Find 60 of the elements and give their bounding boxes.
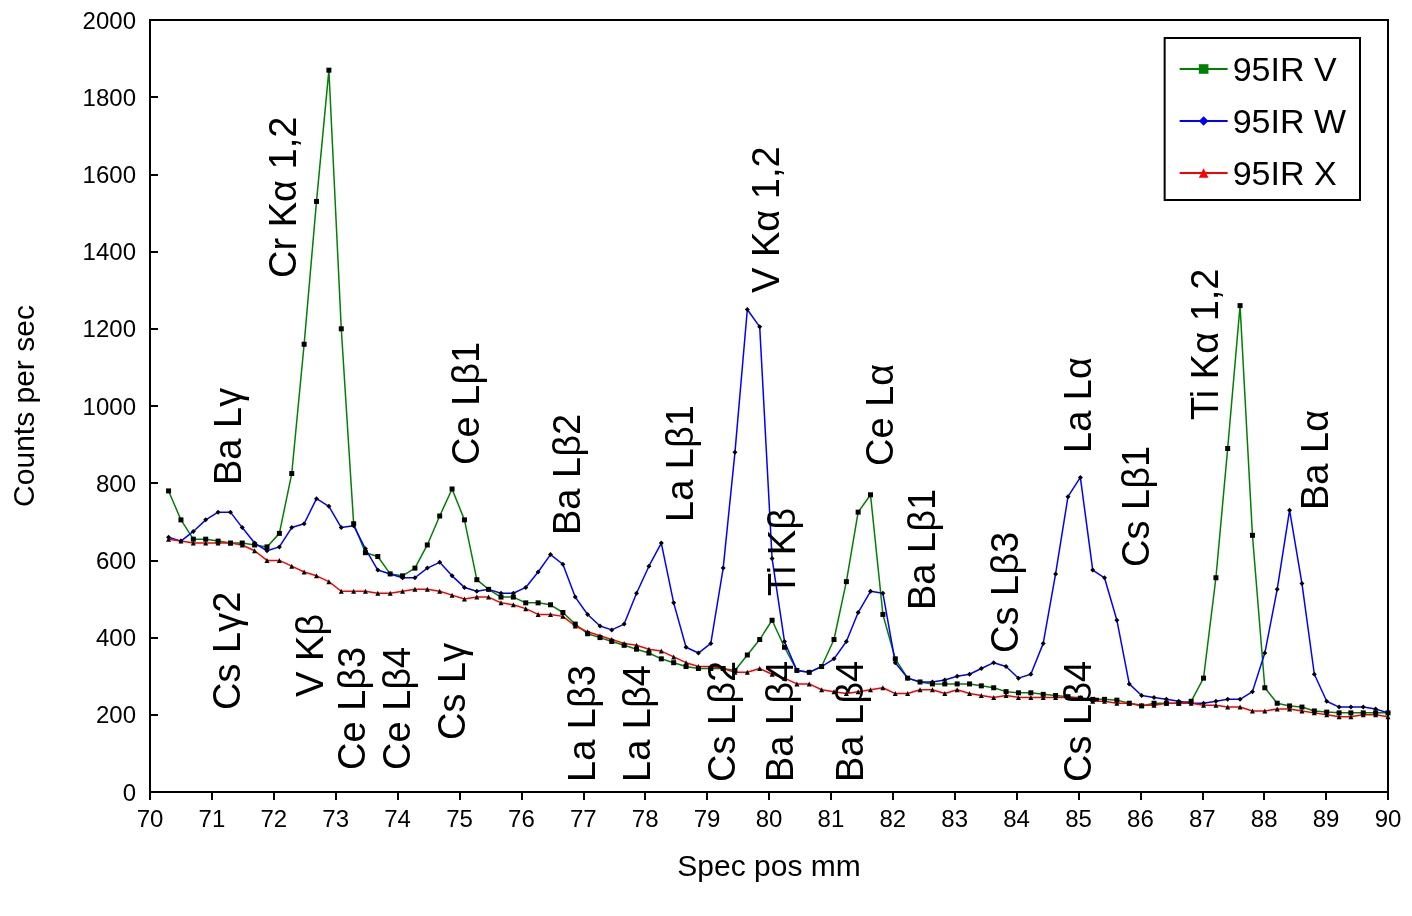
x-tick-label: 86 (1127, 804, 1154, 832)
x-tick-label: 87 (1188, 804, 1216, 832)
annotation: Ba Lβ4 (829, 660, 871, 782)
x-tick-label: 85 (1065, 804, 1092, 832)
annotation: Ce Lα (859, 363, 901, 466)
annotation: V Kα 1,2 (745, 146, 787, 293)
x-tick-label: 90 (1374, 804, 1402, 832)
legend-label: 95IR W (1232, 102, 1346, 140)
annotation: Ce Lβ3 (331, 646, 373, 770)
y-tick-label: 400 (95, 624, 136, 652)
annotation: Ba Lγ (207, 387, 249, 485)
x-tick-label: 81 (817, 804, 845, 832)
annotation: Ba Lα (1294, 409, 1336, 510)
annotation: La Lβ4 (616, 665, 658, 782)
annotation: Cs Lβ3 (984, 531, 1026, 653)
annotation: Ba Lβ4 (759, 660, 801, 782)
y-tick-label: 2000 (82, 6, 136, 34)
x-tick-label: 82 (879, 804, 907, 832)
x-tick-label: 72 (260, 804, 288, 832)
x-tick-label: 76 (508, 804, 535, 832)
y-tick-label: 1400 (82, 238, 136, 266)
y-tick-label: 1000 (82, 392, 136, 420)
x-tick-label: 80 (755, 804, 783, 832)
annotation: Ba Lβ1 (901, 488, 943, 610)
annotation: Ti Kα 1,2 (1184, 268, 1226, 420)
x-tick-label: 83 (941, 804, 969, 832)
legend-label: 95IR V (1232, 50, 1337, 88)
annotation: Cs Lβ1 (1115, 445, 1157, 567)
x-axis-title: Spec pos mm (677, 848, 861, 882)
y-tick-label: 200 (95, 701, 136, 729)
x-tick-label: 88 (1250, 804, 1278, 832)
x-tick-label: 70 (136, 804, 164, 832)
x-tick-label: 78 (631, 804, 659, 832)
x-tick-label: 77 (569, 804, 597, 832)
x-tick-label: 73 (322, 804, 350, 832)
x-tick-label: 71 (198, 804, 226, 832)
annotation: V Kβ (289, 613, 331, 697)
x-tick-label: 79 (693, 804, 721, 832)
y-tick-label: 800 (95, 469, 136, 497)
x-tick-label: 74 (384, 804, 411, 832)
x-tick-label: 89 (1312, 804, 1340, 832)
annotation: Ce Lβ4 (376, 646, 418, 770)
y-axis-title: Counts per sec (6, 305, 40, 507)
y-tick-label: 600 (95, 546, 136, 574)
y-tick-label: 0 (122, 778, 136, 806)
annotation: Ti Kβ (761, 507, 803, 596)
legend-label: 95IR X (1232, 154, 1337, 192)
annotation: Cr Kα 1,2 (262, 116, 304, 278)
y-tick-label: 1800 (82, 83, 136, 111)
annotation: Ba Lβ2 (546, 413, 588, 535)
x-tick-label: 84 (1003, 804, 1030, 832)
x-tick-label: 75 (446, 804, 473, 832)
y-tick-label: 1200 (82, 315, 136, 343)
y-tick-label: 1600 (82, 160, 136, 188)
annotation: La Lα (1057, 357, 1099, 453)
annotation: La Lβ3 (561, 665, 603, 782)
annotation: Ce Lβ1 (445, 341, 487, 465)
annotation: La Lβ1 (659, 405, 701, 522)
annotation: Cs Lγ2 (206, 591, 248, 710)
annotation: Cs Lγ (431, 642, 473, 740)
